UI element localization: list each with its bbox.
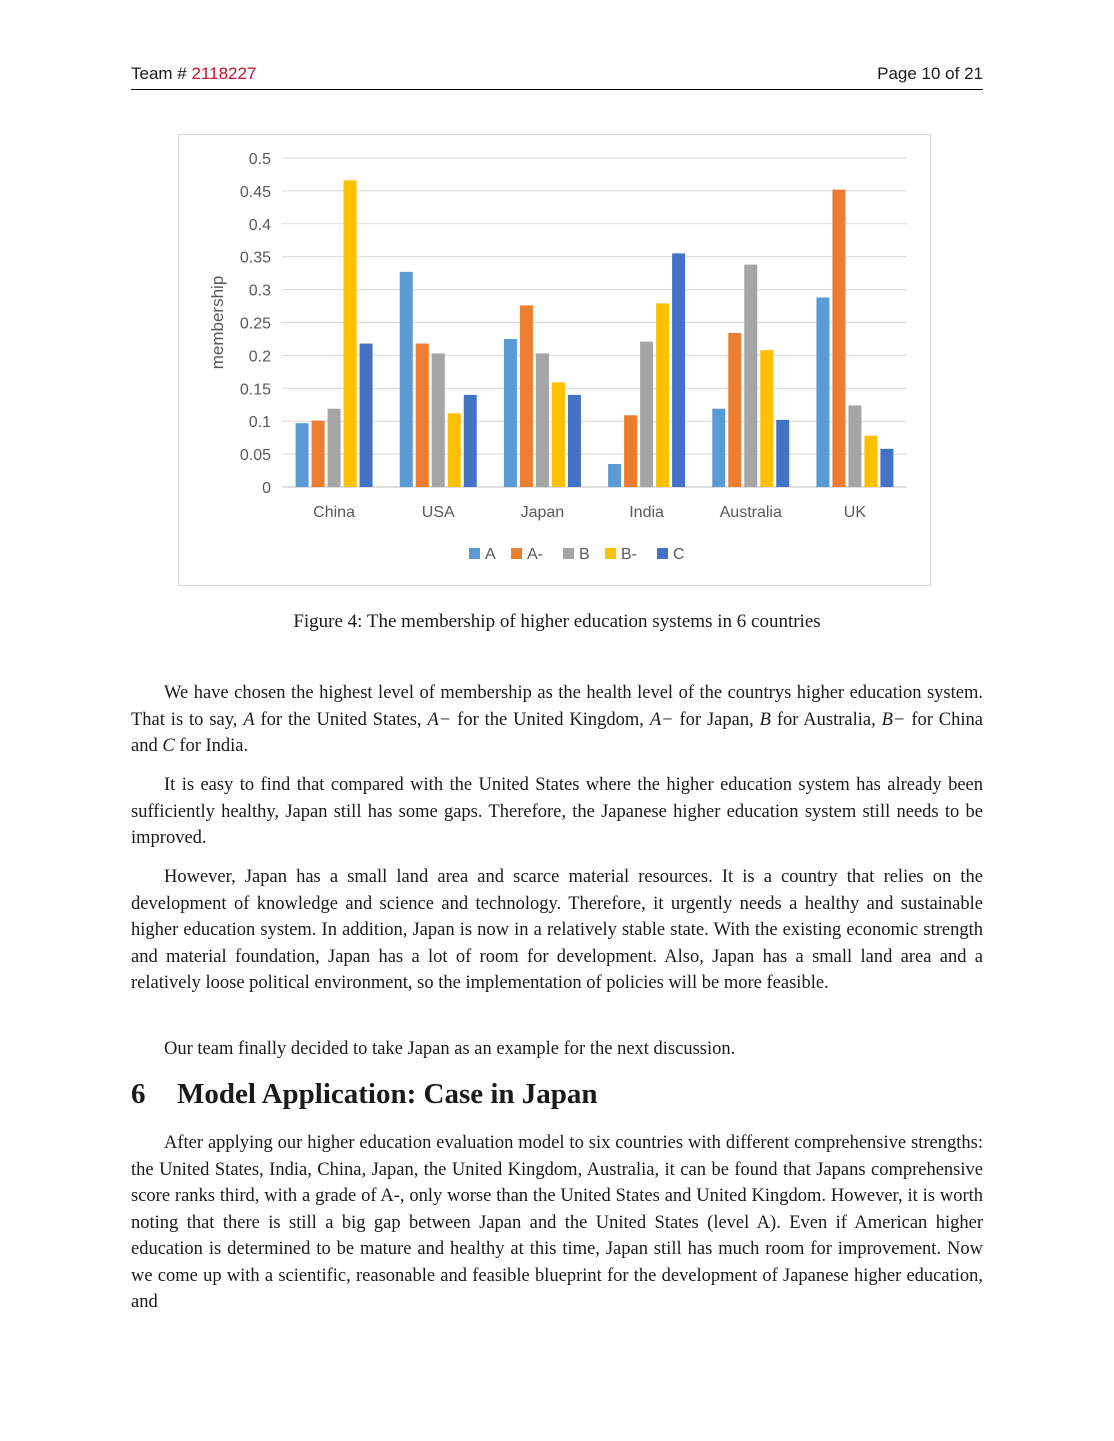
team-number: 2118227 (191, 64, 257, 83)
y-tick-label: 0.3 (249, 283, 271, 300)
legend-swatch (657, 548, 668, 559)
bar (327, 408, 341, 487)
bar (431, 353, 445, 487)
paragraph-resources: However, Japan has a small land area and… (131, 867, 983, 993)
y-tick-label: 0.5 (249, 151, 271, 168)
y-tick-label: 0.35 (240, 250, 271, 267)
y-tick-label: 0 (262, 480, 271, 497)
y-tick-label: 0.45 (240, 184, 271, 201)
bar (415, 343, 429, 487)
text-run: for China and (131, 709, 983, 757)
math-grade: B− (881, 709, 906, 730)
bar (880, 448, 894, 487)
y-tick-label: 0.4 (249, 217, 271, 234)
section-heading: 6 Model Application: Case in Japan (131, 1078, 598, 1111)
legend-label: A (485, 546, 496, 563)
section-number: 6 (131, 1078, 146, 1110)
y-tick-label: 0.15 (240, 381, 271, 398)
paragraph-decision: Our team finally decided to take Japan a… (164, 1039, 736, 1059)
legend-swatch (563, 548, 574, 559)
bar (551, 382, 565, 487)
bar (311, 420, 325, 487)
legend-label: C (673, 546, 685, 563)
bar (359, 343, 373, 487)
math-grade: B (759, 709, 771, 730)
bar (712, 408, 726, 487)
bar (672, 253, 686, 487)
legend-label: B- (621, 546, 637, 563)
team-label: Team # 2118227 (131, 64, 256, 84)
bar (608, 463, 622, 487)
y-tick-label: 0.25 (240, 316, 271, 333)
text-run: for Australia, (770, 709, 882, 730)
legend-swatch (511, 548, 522, 559)
x-category-label: Australia (720, 504, 782, 521)
math-grade: A− (427, 709, 452, 730)
section-title: Model Application: Case in Japan (177, 1078, 598, 1110)
bar (776, 419, 790, 487)
paragraph-gaps: It is easy to find that compared with th… (131, 775, 983, 848)
x-category-label: China (313, 504, 355, 521)
figure-caption: Figure 4: The membership of higher educa… (293, 611, 821, 632)
bar (503, 338, 517, 487)
bar (744, 264, 758, 487)
bar (295, 423, 309, 487)
y-axis-title: membership (208, 276, 227, 370)
bar (656, 303, 670, 487)
bar (760, 350, 774, 487)
bar (728, 333, 742, 487)
text-run: for the United Kingdom, (451, 709, 650, 730)
page-number: Page 10 of 21 (877, 64, 983, 83)
bar (463, 394, 477, 487)
math-grade: C (162, 736, 175, 756)
membership-bar-chart: 0 0.05 0.1 0.15 0.2 0.25 0.3 0.35 0.4 0.45 0.5 memb… (208, 151, 907, 563)
legend-label: B (579, 546, 590, 563)
x-category-label: UK (844, 504, 867, 521)
y-tick-label: 0.2 (249, 348, 271, 365)
text-run: for India. (174, 736, 249, 756)
page-header: Team # 2118227 Page 10 of 21 (131, 63, 983, 90)
text-run: We have chosen the highest level of memb… (131, 683, 983, 730)
y-tick-label: 0.05 (240, 447, 271, 464)
bar (832, 189, 846, 488)
legend-swatch (605, 548, 616, 559)
team-prefix: Team # (131, 64, 192, 83)
chart-frame: 0 0.05 0.1 0.15 0.2 0.25 0.3 0.35 0.4 0.45 0.5 memb… (178, 134, 931, 586)
bar (447, 413, 461, 487)
x-category-label: Japan (521, 504, 565, 521)
legend-swatch (469, 548, 480, 559)
bar (848, 405, 862, 487)
bar (864, 435, 878, 487)
bar (816, 297, 830, 487)
bar (624, 415, 638, 487)
bar (399, 271, 413, 487)
text-run: for Japan, (673, 709, 760, 730)
text-run: for the United States, (254, 709, 428, 730)
math-grade: A− (649, 709, 674, 730)
bar (535, 353, 549, 487)
x-category-label: India (629, 504, 664, 521)
math-grade: A (243, 709, 255, 730)
bar (640, 341, 654, 487)
legend-label: A- (527, 546, 543, 563)
bar (567, 394, 581, 487)
y-tick-label: 0.1 (249, 414, 271, 431)
bar (519, 305, 533, 487)
bar (343, 180, 357, 487)
paragraph-health-level: We have chosen the highest level of memb… (131, 680, 983, 760)
x-category-label: USA (422, 504, 455, 521)
paragraph-model-application: After applying our higher education eval… (131, 1133, 983, 1312)
